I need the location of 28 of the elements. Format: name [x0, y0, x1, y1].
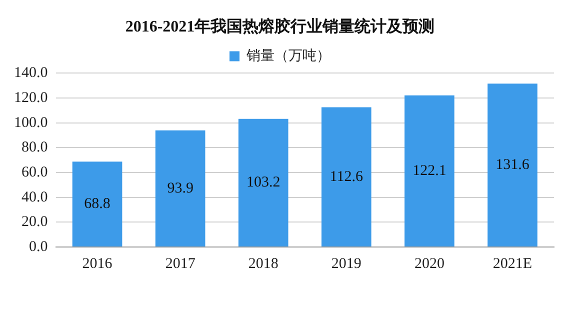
x-tick-label: 2018 [248, 256, 278, 272]
y-tick-label: 20.0 [22, 214, 48, 230]
y-tick-label: 140.0 [14, 65, 48, 82]
data-label: 122.1 [412, 162, 446, 179]
data-label: 131.6 [496, 157, 530, 173]
x-tick-label: 2016 [82, 256, 113, 272]
data-label: 112.6 [330, 168, 364, 185]
chart-title: 2016-2021年我国热熔胶行业销量统计及预测 [125, 18, 435, 36]
bar [238, 118, 288, 246]
y-tick-label: 80.0 [22, 140, 48, 156]
legend-label: 销量（万吨） [246, 47, 330, 64]
bar [72, 162, 122, 246]
y-tick-label: 60.0 [22, 164, 48, 180]
data-label: 103.2 [246, 174, 280, 191]
y-tick-label: 40.0 [22, 189, 48, 206]
bar [321, 107, 372, 246]
y-tick-label: 120.0 [14, 90, 48, 106]
bar [404, 95, 454, 246]
x-tick-label: 2020 [414, 256, 444, 272]
x-tick-label: 2019 [331, 256, 362, 272]
x-tick-label: 2017 [165, 256, 196, 272]
y-tick-label: 100.0 [14, 114, 48, 131]
x-tick-label: 2021E [492, 256, 532, 272]
data-label: 93.9 [167, 180, 194, 196]
data-label: 68.8 [84, 196, 110, 212]
bar [488, 84, 538, 246]
y-tick-label: 0.0 [29, 238, 48, 255]
bar [155, 130, 206, 246]
